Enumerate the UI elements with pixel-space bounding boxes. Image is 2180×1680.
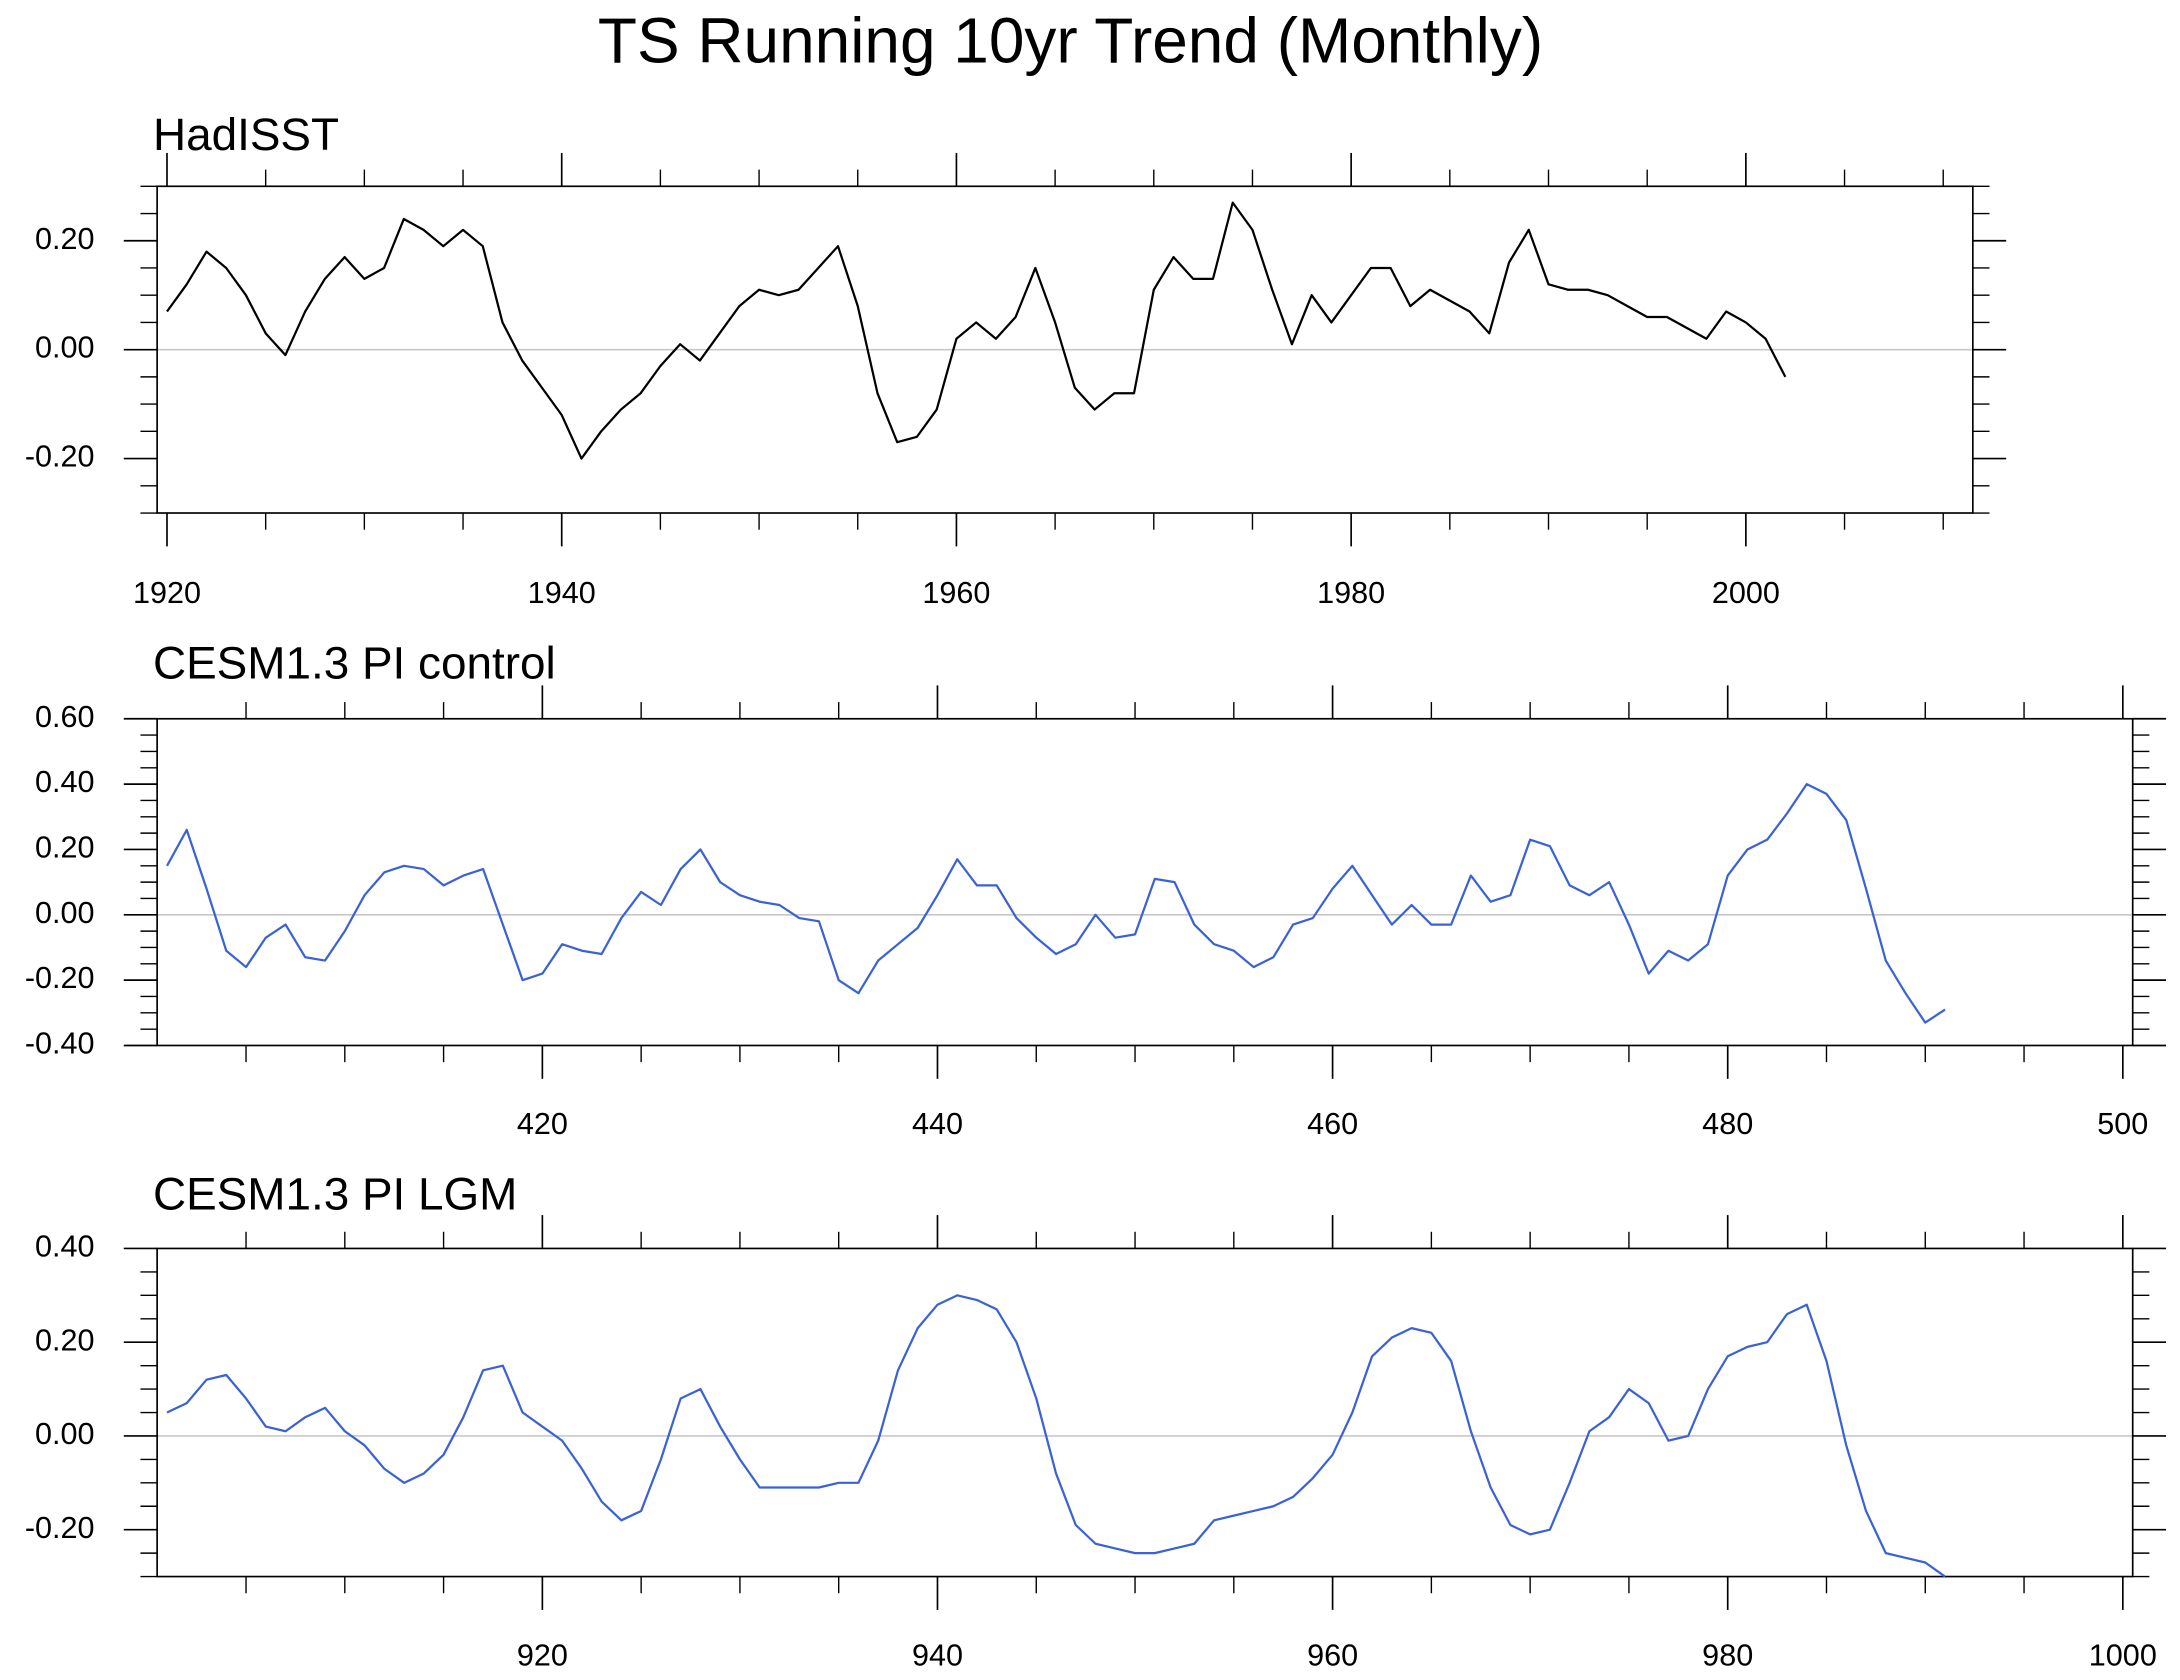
x-tick-label: 940: [912, 1638, 963, 1672]
y-tick-label: 0.20: [35, 831, 95, 865]
data-line: [166, 1294, 1946, 1578]
x-tick-label: 460: [1307, 1107, 1358, 1141]
data-line: [166, 201, 1787, 460]
plot-frame: [156, 717, 2134, 1047]
x-tick-label: 1960: [922, 576, 990, 610]
x-tick-label: 1940: [528, 576, 596, 610]
main-title: TS Running 10yr Trend (Monthly): [598, 5, 1543, 77]
x-tick-label: 480: [1702, 1107, 1753, 1141]
plot-frame: [156, 1247, 2134, 1578]
data-line: [166, 782, 1946, 1024]
y-tick-label: -0.20: [25, 1511, 95, 1545]
panel-title: HadISST: [153, 108, 339, 160]
y-tick-label: -0.40: [25, 1027, 95, 1061]
y-tick-label: 0.00: [35, 896, 95, 930]
x-tick-label: 1980: [1317, 576, 1385, 610]
y-tick-label: -0.20: [25, 961, 95, 995]
x-tick-label: 960: [1307, 1638, 1358, 1672]
y-tick-label: 0.40: [35, 765, 95, 799]
y-tick-label: -0.20: [25, 440, 95, 474]
x-tick-label: 2000: [1712, 576, 1780, 610]
x-tick-label: 440: [912, 1107, 963, 1141]
x-tick-label: 420: [517, 1107, 568, 1141]
y-tick-label: 0.20: [35, 1323, 95, 1357]
y-tick-label: 0.00: [35, 1417, 95, 1451]
x-tick-label: 980: [1702, 1638, 1753, 1672]
panel-title: CESM1.3 PI LGM: [153, 1168, 517, 1220]
x-tick-label: 500: [2097, 1107, 2148, 1141]
plot-frame: [156, 185, 1974, 514]
panel-title: CESM1.3 PI control: [153, 636, 556, 688]
y-tick-label: 0.20: [35, 222, 95, 256]
y-tick-label: 0.40: [35, 1230, 95, 1264]
y-tick-label: 0.00: [35, 331, 95, 365]
y-tick-label: 0.60: [35, 700, 95, 734]
x-tick-label: 1920: [133, 576, 201, 610]
x-tick-label: 920: [517, 1638, 568, 1672]
x-tick-label: 1000: [2089, 1638, 2157, 1672]
